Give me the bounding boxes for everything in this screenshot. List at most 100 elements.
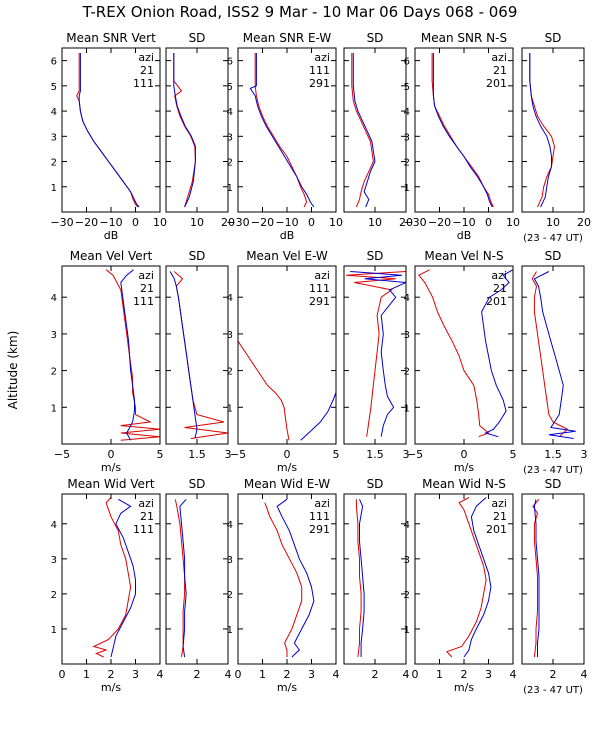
series-a-line [418, 269, 490, 438]
x-tick-label: 10 [153, 216, 167, 229]
legend-series-a: 111 [309, 64, 330, 77]
panel-title: Mean SNR N-S [421, 31, 507, 45]
legend-azi: azi [138, 269, 154, 282]
series-b-line [300, 392, 336, 441]
x-axis-label: m/s [101, 681, 121, 694]
y-tick-label: 1 [227, 403, 233, 414]
y-tick-label: 1 [51, 183, 57, 194]
x-tick-label: 10 [506, 216, 520, 229]
y-tick-label: 4 [51, 107, 57, 118]
legend-series-b: 201 [486, 295, 507, 308]
legend-series-a: 21 [493, 510, 507, 523]
y-tick-label: 3 [227, 132, 233, 143]
series-a-line [346, 271, 406, 437]
sd-panel-vel-2 [521, 265, 585, 445]
x-tick-label: −10 [275, 216, 298, 229]
legend-series-b: 111 [133, 77, 154, 90]
series-a-line [532, 498, 540, 658]
series-b-line [350, 271, 406, 437]
x-axis-label: m/s [277, 681, 297, 694]
mean-panel-wid-0 [61, 493, 161, 665]
legend-series-b: 291 [309, 77, 330, 90]
y-tick-label: 4 [227, 520, 233, 531]
y-tick-label: 2 [404, 158, 410, 169]
series-a-line [254, 53, 308, 208]
legend-azi: azi [314, 51, 330, 64]
series-b-line [276, 498, 315, 658]
series-a-line [264, 502, 303, 657]
plot-frame [165, 265, 229, 445]
series-a-line [355, 499, 362, 658]
y-tick-label: 2 [51, 367, 57, 378]
x-tick-label: 0 [461, 448, 468, 461]
legend-series-a: 111 [309, 510, 330, 523]
series-a-line [174, 499, 186, 658]
y-tick-label: 3 [404, 555, 410, 566]
y-tick-label: 2 [227, 590, 233, 601]
x-tick-label: 3 [225, 448, 232, 461]
x-tick-label: 20 [577, 216, 591, 229]
y-tick-label: 1 [227, 183, 233, 194]
panel-title: Mean SNR Vert [66, 31, 156, 45]
mean-panel-wid-2 [414, 493, 514, 665]
series-b-line [179, 498, 187, 658]
x-tick-label: 1 [259, 668, 266, 681]
y-tick-label: 3 [227, 330, 233, 341]
series-b-line [432, 53, 493, 208]
y-tick-label: 2 [51, 590, 57, 601]
series-a-line [529, 53, 556, 208]
legend-azi: azi [314, 269, 330, 282]
legend-series-b: 291 [309, 523, 330, 536]
x-tick-label: −10 [99, 216, 122, 229]
x-tick-label: −5 [54, 448, 70, 461]
x-tick-label: −20 [75, 216, 98, 229]
x-tick-label: 0 [308, 216, 315, 229]
figure-title: T-REX Onion Road, ISS2 9 Mar - 10 Mar 06… [82, 3, 518, 21]
sd-panel-title: SD [545, 477, 562, 491]
y-tick-label: 1 [404, 625, 410, 636]
x-tick-label: 20 [399, 216, 413, 229]
x-tick-label: −20 [251, 216, 274, 229]
sd-panel-wid-2 [521, 493, 585, 665]
y-tick-label: 2 [404, 367, 410, 378]
y-tick-label: 2 [404, 590, 410, 601]
x-tick-label: 1.5 [366, 448, 384, 461]
series-b-line [533, 499, 540, 657]
y-tick-label: 3 [51, 555, 57, 566]
series-a-line [446, 497, 487, 658]
x-axis-label: m/s [277, 461, 297, 474]
x-tick-label: 5 [510, 448, 517, 461]
time-range-note: (23 - 47 UT) [523, 465, 583, 476]
x-tick-label: 4 [225, 668, 232, 681]
legend-series-a: 21 [140, 510, 154, 523]
x-tick-label: 1.5 [188, 448, 206, 461]
x-tick-label: 2 [372, 668, 379, 681]
x-tick-label: 10 [329, 216, 343, 229]
y-tick-label: 2 [227, 367, 233, 378]
plot-frame [343, 265, 407, 445]
x-tick-label: −30 [403, 216, 426, 229]
legend-series-a: 21 [140, 282, 154, 295]
x-tick-label: 2 [194, 668, 201, 681]
series-b-line [359, 499, 365, 657]
series-a-line [76, 53, 139, 208]
x-axis-label: m/s [101, 461, 121, 474]
y-tick-label: 1 [404, 403, 410, 414]
panel-title: Mean Wid Vert [67, 477, 154, 491]
y-tick-label: 4 [51, 293, 57, 304]
legend-series-a: 21 [140, 64, 154, 77]
y-tick-label: 6 [51, 57, 57, 68]
legend-series-b: 111 [133, 295, 154, 308]
sd-panel-snr-2 [521, 47, 585, 213]
y-tick-label: 2 [51, 158, 57, 169]
y-tick-label: 3 [51, 132, 57, 143]
plot-frame [521, 265, 585, 445]
sd-panel-wid-0 [165, 493, 229, 665]
legend-azi: azi [491, 269, 507, 282]
y-tick-label: 1 [227, 625, 233, 636]
series-b-line [173, 53, 196, 208]
y-tick-label: 5 [51, 82, 57, 93]
sd-panel-title: SD [367, 31, 384, 45]
x-axis-label: m/s [454, 461, 474, 474]
